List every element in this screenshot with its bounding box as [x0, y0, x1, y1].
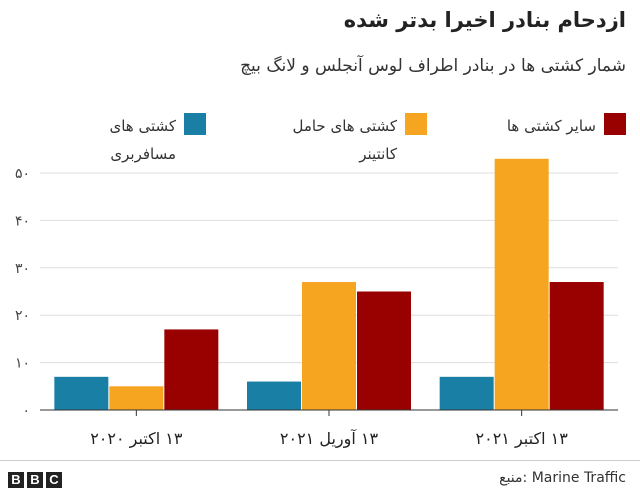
legend-swatch-other-ships — [604, 113, 626, 135]
x-tick-label: ۱۳ آوریل ۲۰۲۱ — [280, 429, 379, 449]
footer-divider — [0, 460, 640, 461]
bbc-logo: B B C — [8, 472, 62, 488]
y-tick-label: ۴۰ — [15, 213, 30, 229]
bar — [109, 386, 164, 410]
bbc-logo-letter: B — [8, 472, 24, 488]
bar — [302, 282, 356, 410]
legend-swatch-container-ships — [405, 113, 427, 135]
bar — [247, 381, 301, 410]
source-credit: منبع: Marine Traffic — [499, 470, 626, 486]
bar — [357, 291, 411, 410]
bar-chart: ۰ ۱۰ ۲۰ ۳۰ ۴۰ ۵۰ ۱۳ اکتبر ۲۰۲۰ ۱۳ آوریل ۲۰۲۱ ۱۳ … — [15, 158, 618, 449]
bar — [549, 282, 604, 410]
legend-label-container-ships: کشتی های حامل کانتینر — [292, 117, 397, 163]
chart-subtitle: شمار کشتی ها در بنادر اطراف لوس آنجلس و … — [240, 56, 626, 76]
bar — [439, 376, 494, 410]
x-tick-label: ۱۳ اکتبر ۲۰۲۱ — [476, 429, 569, 449]
chart-title: ازدحام بنادر اخیرا بدتر شده — [343, 8, 626, 32]
legend-label-other-ships: سایر کشتی ها — [506, 117, 596, 135]
y-tick-label: ۰ — [22, 403, 30, 419]
bbc-logo-letter: B — [27, 472, 43, 488]
legend-label-passenger-ships: کشتی های مسافربری — [109, 117, 176, 163]
bar — [494, 158, 549, 410]
y-tick-label: ۳۰ — [15, 261, 30, 277]
legend-item-other-ships: سایر کشتی ها — [491, 112, 626, 140]
x-tick-label: ۱۳ اکتبر ۲۰۲۰ — [90, 429, 183, 449]
bar — [164, 329, 219, 410]
y-tick-label: ۲۰ — [15, 308, 30, 324]
bbc-logo-letter: C — [46, 472, 62, 488]
bar — [54, 376, 109, 410]
legend-item-container-ships: کشتی های حامل کانتینر — [271, 112, 427, 168]
y-tick-label: ۵۰ — [15, 166, 30, 182]
legend-swatch-passenger-ships — [184, 113, 206, 135]
legend-item-passenger-ships: کشتی های مسافربری — [86, 112, 206, 168]
y-tick-label: ۱۰ — [15, 356, 30, 372]
